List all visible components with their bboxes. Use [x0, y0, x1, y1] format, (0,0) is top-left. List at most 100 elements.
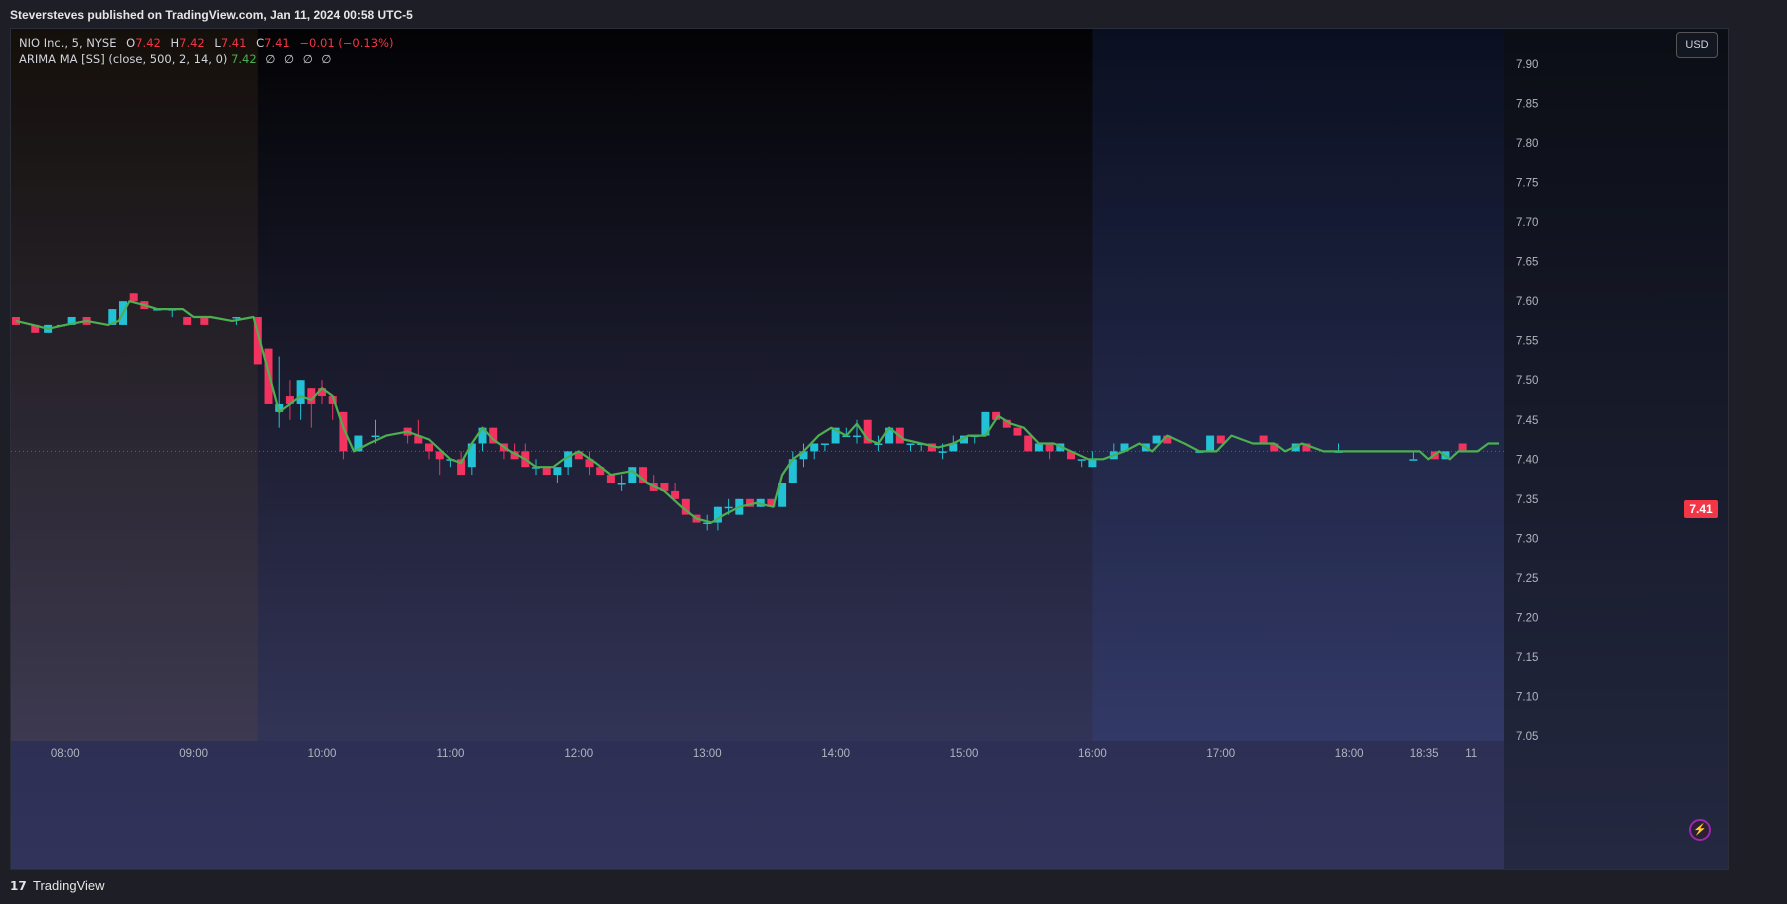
high-value: 7.42 [179, 36, 205, 50]
candle-up [831, 427, 840, 444]
candle-up [703, 522, 712, 525]
candle-down [660, 483, 669, 491]
open-value: 7.42 [135, 36, 161, 50]
candle-up [354, 435, 363, 452]
y-tick-label: 7.15 [1516, 652, 1538, 664]
candle-down [927, 443, 936, 452]
indicator-na-value: ∅ [321, 52, 332, 66]
y-tick-label: 7.45 [1516, 415, 1538, 427]
candle-down [585, 459, 594, 468]
currency-button[interactable]: USD [1676, 32, 1718, 58]
candle-up [778, 483, 787, 507]
chart-panel[interactable]: 7.90 7.85 7.80 7.75 7.70 7.65 7.60 7.55 7.50 7.45… [10, 28, 1729, 870]
candle-up [906, 443, 915, 445]
candle-down [992, 411, 1001, 420]
x-tick-label: 14:00 [821, 748, 850, 760]
y-tick-label: 7.65 [1516, 257, 1538, 269]
candle-up [810, 443, 819, 452]
chart-background [11, 29, 1728, 869]
candlestick-chart[interactable]: 7.90 7.85 7.80 7.75 7.70 7.65 7.60 7.55 7.50 7.45… [11, 29, 1728, 869]
candle-up [853, 435, 862, 438]
arima-ma-line [15, 300, 1499, 524]
candle-up [617, 483, 626, 485]
candle-down [328, 396, 337, 404]
symbol-legend-row[interactable]: NIO Inc., 5, NYSE O7.42 H7.42 L7.41 C7.4… [19, 35, 393, 51]
candle-up [478, 427, 487, 444]
candle-up [1152, 435, 1161, 444]
candle-down [542, 467, 551, 476]
y-tick-label: 7.25 [1516, 573, 1538, 585]
x-tick-label: 10:00 [308, 748, 337, 760]
x-tick-label: 11:00 [436, 748, 464, 760]
publish-header: Steversteves published on TradingView.co… [0, 0, 1787, 28]
candle-down [425, 443, 434, 452]
candle-up [799, 451, 808, 460]
candle-up [1120, 443, 1129, 452]
x-tick-label: 12:00 [564, 748, 593, 760]
candle-up [1409, 459, 1418, 461]
candle-down [681, 498, 690, 515]
lightning-icon[interactable]: ⚡ [1689, 819, 1711, 841]
candle-down [767, 498, 776, 507]
candle-down [318, 388, 327, 397]
candle-down [1458, 443, 1467, 452]
candle-up [713, 506, 722, 523]
x-tick-label: 16:00 [1078, 748, 1107, 760]
candle-up [108, 309, 117, 325]
candle-up [949, 443, 958, 452]
x-tick-label: 18:00 [1335, 748, 1364, 760]
candle-down [31, 324, 40, 333]
x-tick-label: 09:00 [179, 748, 208, 760]
candle-up [628, 467, 637, 484]
candle-up [885, 427, 894, 444]
x-tick-label: 11 [1465, 748, 1477, 760]
candle-up [67, 316, 76, 325]
indicator-na-value: ∅ [284, 52, 295, 66]
candle-down [1302, 443, 1311, 452]
candle-up [981, 411, 990, 436]
x-tick-label: 15:00 [950, 748, 979, 760]
indicator-legend-row[interactable]: ARIMA MA [SS] (close, 500, 2, 14, 0) 7.4… [19, 51, 393, 67]
candle-down [285, 396, 294, 404]
y-tick-label: 7.75 [1516, 178, 1538, 190]
candle-up [564, 451, 573, 468]
candle-up [371, 435, 380, 438]
candle-down [1002, 419, 1011, 428]
last-price-label: 7.41 [1684, 500, 1718, 518]
publish-text: Steversteves published on TradingView.co… [10, 8, 413, 22]
candle-down [606, 475, 615, 484]
candle-down [253, 316, 262, 365]
candle-down [510, 451, 519, 460]
candle-down [339, 411, 348, 452]
tradingview-logo-icon[interactable]: 𝟭𝟳 [10, 879, 27, 893]
high-label: H [170, 36, 180, 50]
x-tick-label: 08:00 [51, 748, 80, 760]
y-tick-label: 7.70 [1516, 217, 1538, 229]
premarket-session-band [11, 29, 258, 741]
candle-up [724, 506, 733, 509]
change-value: −0.01 (−0.13%) [299, 36, 394, 50]
candle-down [1163, 435, 1172, 444]
candle-up [1088, 459, 1097, 468]
candle-down [1013, 427, 1022, 436]
candle-up [1206, 435, 1215, 452]
y-tick-label: 7.05 [1516, 731, 1538, 743]
candle-down [1067, 451, 1076, 460]
candle-up [296, 380, 305, 404]
y-tick-label: 7.35 [1516, 494, 1538, 506]
y-tick-label: 7.90 [1516, 59, 1538, 71]
candle-up [232, 316, 241, 319]
indicator-na-value: ∅ [265, 52, 276, 66]
candle-down [200, 316, 209, 325]
candle-down [596, 467, 605, 476]
indicator-na-value: ∅ [302, 52, 313, 66]
y-tick-label: 7.10 [1516, 691, 1538, 703]
candle-up [467, 443, 476, 468]
chart-legend: NIO Inc., 5, NYSE O7.42 H7.42 L7.41 C7.4… [19, 35, 393, 67]
close-value: 7.41 [264, 36, 290, 50]
y-tick-label: 7.40 [1516, 454, 1538, 466]
brand-name[interactable]: TradingView [33, 878, 105, 893]
candle-down [129, 293, 138, 302]
candle-down [863, 419, 872, 444]
footer: 𝟭𝟳 TradingView [0, 868, 1787, 904]
